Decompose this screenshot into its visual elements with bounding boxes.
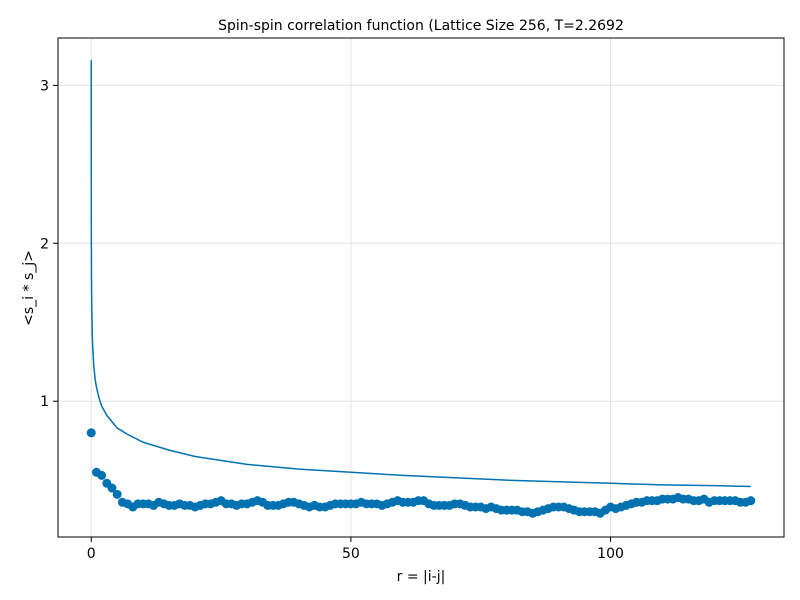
y-tick-label: 2	[40, 236, 49, 252]
data-point	[746, 496, 756, 506]
fit-curve-layer	[90, 60, 751, 488]
data-point	[97, 470, 107, 480]
x-axis-label: r = |i-j|	[397, 569, 446, 585]
grid-lines	[58, 38, 784, 537]
data-point	[107, 483, 117, 493]
plot-frame	[57, 37, 785, 538]
x-tick-label: 50	[342, 546, 360, 562]
chart-title: Spin-spin correlation function (Lattice …	[218, 18, 624, 34]
y-tick-label: 1	[40, 394, 49, 410]
data-point	[86, 428, 96, 438]
x-tick-label: 100	[597, 546, 624, 562]
x-tick-label: 0	[87, 546, 96, 562]
data-point	[112, 489, 122, 499]
y-axis-label: <s_i * s_j>	[21, 250, 37, 326]
axis-ticks: 0 50 100 1 2 3	[40, 78, 624, 562]
y-tick-label: 3	[40, 78, 49, 94]
fit-curve-line	[90, 60, 751, 488]
data-points-layer	[86, 428, 756, 518]
